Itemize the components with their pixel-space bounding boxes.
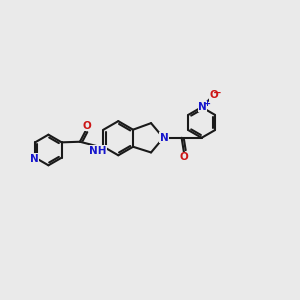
Text: N: N — [160, 133, 168, 142]
Text: N: N — [30, 154, 39, 164]
Text: +: + — [203, 99, 210, 108]
Text: O: O — [209, 90, 218, 100]
Text: O: O — [82, 121, 91, 130]
Text: N: N — [198, 102, 207, 112]
Text: −: − — [213, 88, 222, 98]
Text: NH: NH — [89, 146, 106, 156]
Text: O: O — [179, 152, 188, 162]
